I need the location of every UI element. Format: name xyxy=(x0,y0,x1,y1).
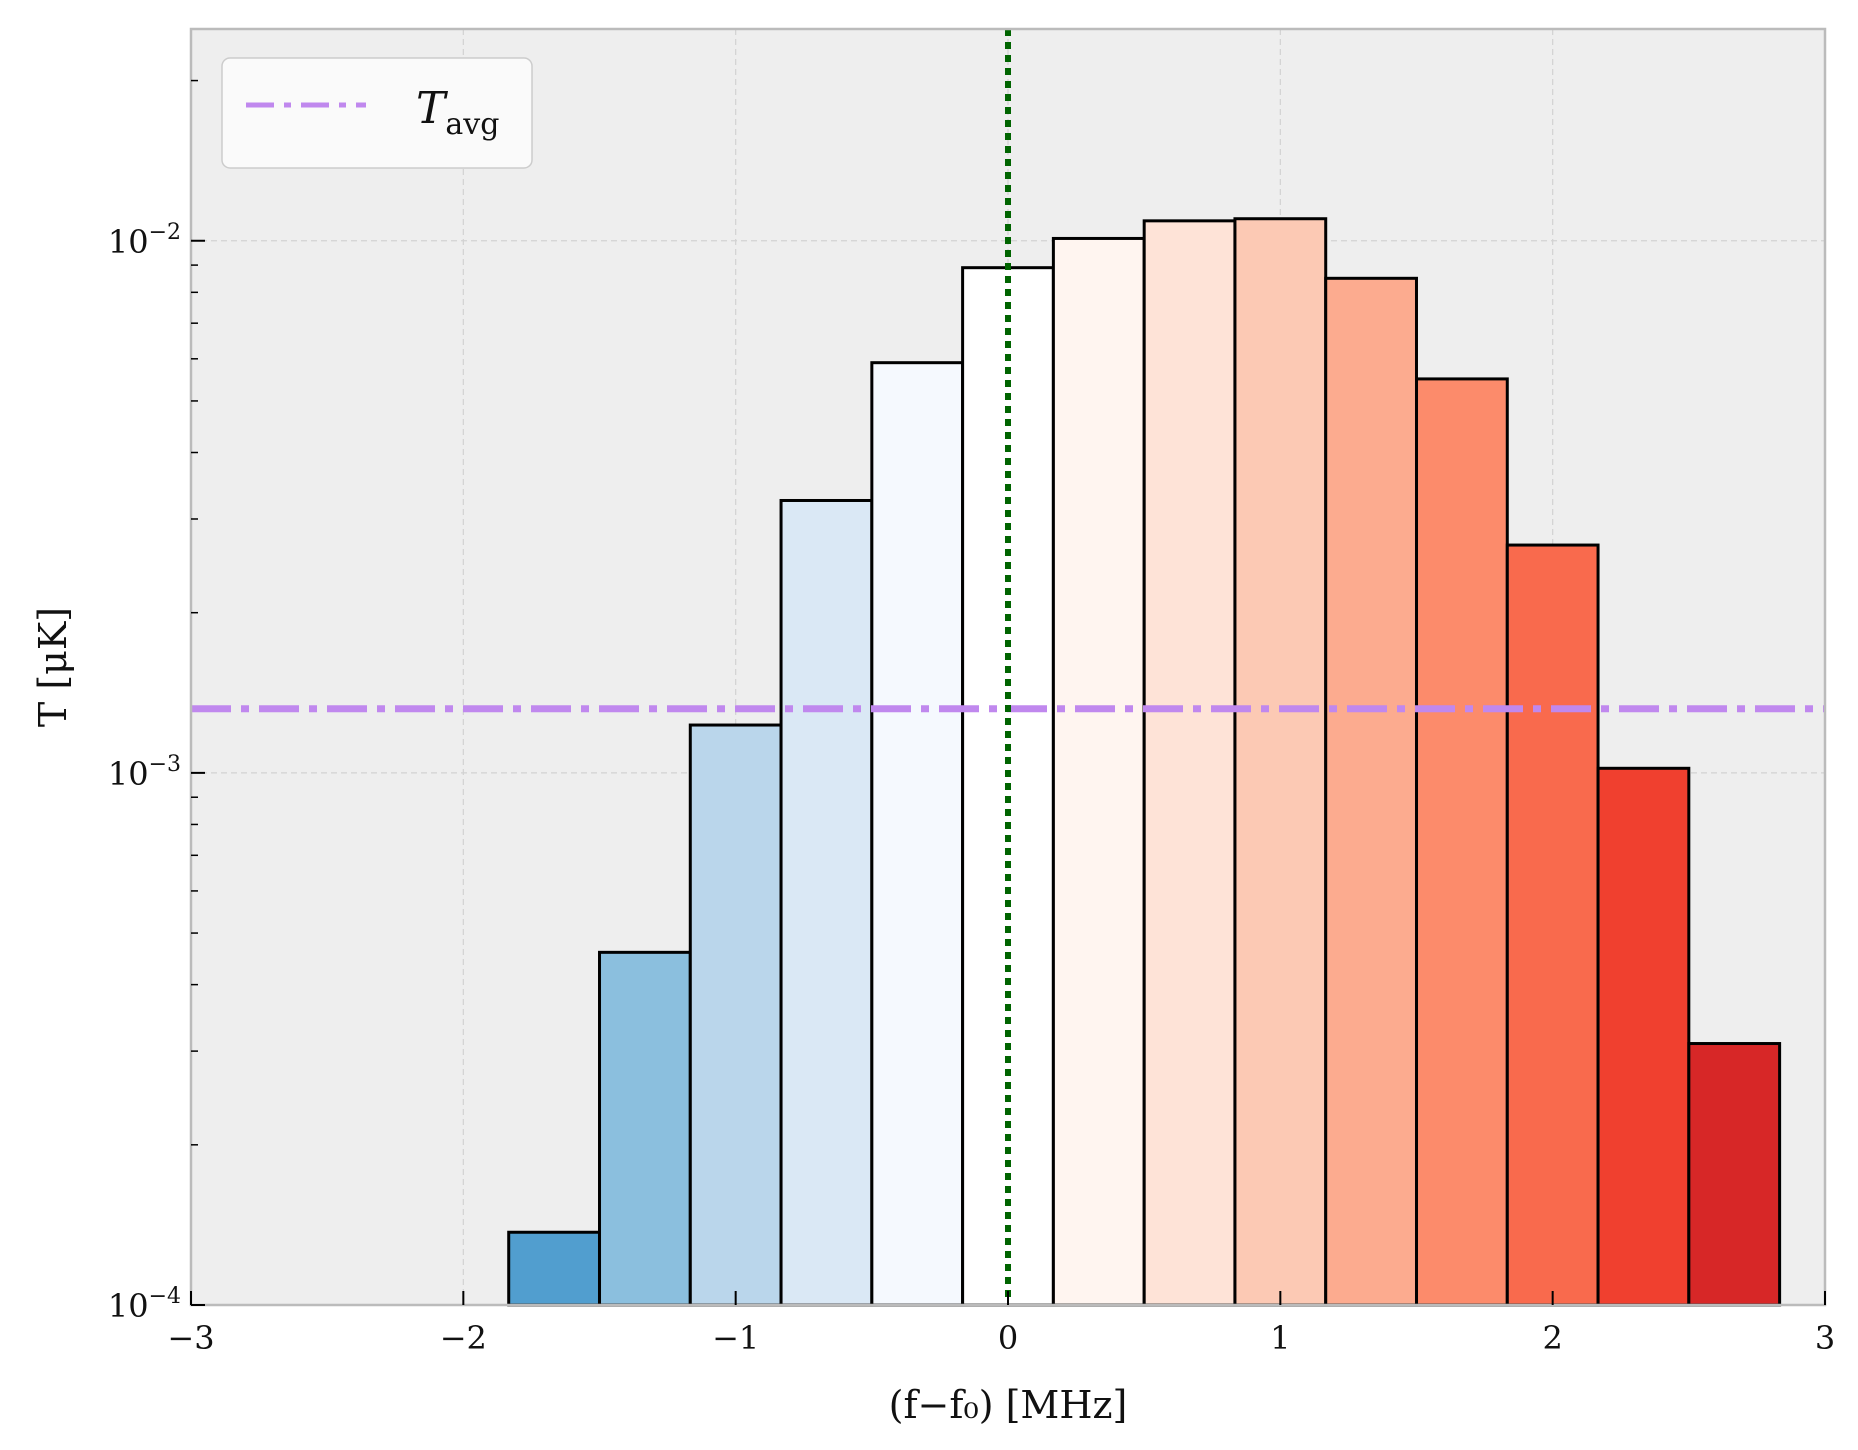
x-axis-label: (f−f₀) [MHz] xyxy=(889,1383,1128,1427)
histogram-bar-7 xyxy=(1142,219,1237,1307)
x-tick-label: 2 xyxy=(1542,1319,1562,1357)
y-tick-label: 10−2 xyxy=(108,220,181,261)
y-tick-label: 10−4 xyxy=(108,1284,181,1325)
histogram-bar-10 xyxy=(1415,377,1509,1307)
histogram-bar-3 xyxy=(779,498,874,1307)
bars-layer xyxy=(507,217,1782,1307)
histogram-bar-1 xyxy=(598,950,692,1307)
x-tick-label: −3 xyxy=(167,1319,214,1357)
histogram-bar-2 xyxy=(688,723,783,1307)
histogram-bar-4 xyxy=(870,361,965,1307)
histogram-bar-8 xyxy=(1233,217,1328,1307)
x-tick-label: 3 xyxy=(1815,1319,1835,1357)
histogram-bar-11 xyxy=(1505,543,1600,1307)
histogram-bar-6 xyxy=(1051,236,1146,1307)
x-tick-label: −2 xyxy=(440,1319,487,1357)
reference-lines xyxy=(191,29,1825,1297)
histogram-bar-12 xyxy=(1596,766,1691,1307)
histogram-bar-0 xyxy=(507,1230,601,1307)
ticks-layer: −3 −2 −1 0 1 2 3 10−4 10−3 10−2 xyxy=(108,79,1835,1357)
legend-tavg-label-sub: avg xyxy=(445,107,499,142)
histogram-bar-9 xyxy=(1324,276,1418,1307)
y-axis-label: T [μK] xyxy=(31,607,75,727)
legend-tavg-label-main: T xyxy=(416,83,449,134)
x-tick-label: 1 xyxy=(1270,1319,1290,1357)
x-tick-label: −1 xyxy=(712,1319,759,1357)
y-tick-label: 10−3 xyxy=(108,752,181,793)
x-tick-label: 0 xyxy=(998,1319,1018,1357)
histogram-bar-13 xyxy=(1687,1042,1782,1307)
legend-tavg-label: Tavg xyxy=(416,83,499,142)
legend-box xyxy=(221,57,533,169)
legend: Tavg xyxy=(221,57,533,169)
